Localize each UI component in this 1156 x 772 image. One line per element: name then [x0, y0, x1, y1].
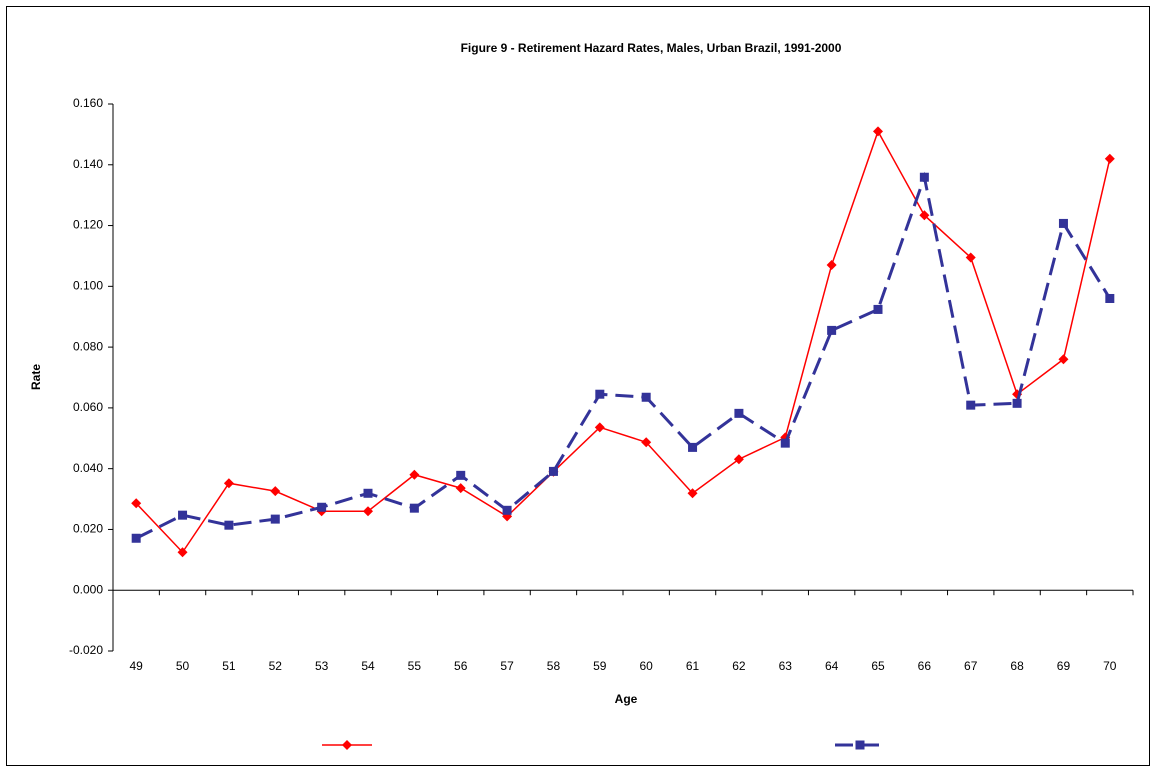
x-tick-label: 64 [825, 659, 839, 673]
y-tick-label: 0.020 [73, 522, 103, 536]
x-tick-label: 65 [871, 659, 885, 673]
data-point [317, 502, 327, 512]
x-tick-label: 54 [361, 659, 375, 673]
data-point [734, 408, 744, 418]
data-point [363, 506, 373, 517]
data-point [455, 483, 466, 494]
data-point [177, 547, 188, 558]
x-tick-label: 49 [130, 659, 144, 673]
data-point [1104, 153, 1115, 164]
data-point [1012, 398, 1022, 408]
data-point [688, 442, 698, 452]
x-tick-label: 57 [500, 659, 514, 673]
data-point [224, 520, 234, 530]
y-tick-label: 0.140 [73, 157, 103, 171]
y-tick-label: 0.160 [73, 96, 103, 110]
data-point [363, 488, 373, 498]
data-point [1105, 293, 1115, 303]
x-tick-label: 55 [408, 659, 422, 673]
data-point [733, 454, 744, 465]
x-tick-label: 61 [686, 659, 700, 673]
x-tick-label: 66 [918, 659, 932, 673]
y-tick-label: 0.100 [73, 279, 103, 293]
y-tick-label: 0.000 [73, 582, 103, 596]
data-point [873, 126, 883, 137]
data-point [873, 304, 883, 314]
x-tick-label: 56 [454, 659, 468, 673]
data-point [826, 260, 837, 271]
x-tick-label: 63 [779, 659, 793, 673]
data-point [178, 510, 188, 520]
legend-marker [855, 740, 865, 750]
chart-border [6, 6, 1150, 766]
data-point [270, 486, 281, 497]
data-point [131, 533, 141, 543]
x-axis-label: Age [615, 692, 638, 706]
data-point [131, 498, 142, 509]
data-point [827, 325, 837, 335]
data-point [641, 392, 651, 402]
data-point [594, 422, 605, 433]
y-tick-label: 0.040 [73, 461, 103, 475]
series-line [135, 129, 1111, 554]
data-point [919, 172, 929, 182]
x-tick-label: 51 [222, 659, 236, 673]
data-point [502, 505, 512, 515]
data-point [1058, 354, 1069, 365]
data-point [409, 469, 420, 480]
x-tick-label: 68 [1010, 659, 1024, 673]
data-point [780, 438, 790, 448]
data-point [595, 389, 605, 399]
series-line [135, 171, 1112, 540]
x-tick-label: 59 [593, 659, 607, 673]
data-point [409, 503, 419, 513]
data-point [223, 478, 234, 489]
x-tick-label: 67 [964, 659, 978, 673]
y-tick-label: 0.080 [73, 339, 103, 353]
data-point [641, 437, 652, 448]
data-point [548, 466, 558, 476]
chart-title: Figure 9 - Retirement Hazard Rates, Male… [461, 41, 842, 55]
data-point [687, 488, 698, 499]
y-tick-label: -0.020 [69, 643, 103, 657]
x-tick-label: 53 [315, 659, 329, 673]
x-tick-label: 50 [176, 659, 190, 673]
data-point [270, 514, 280, 524]
y-tick-label: 0.120 [73, 218, 103, 232]
data-point [965, 252, 976, 263]
x-tick-label: 58 [547, 659, 561, 673]
legend-marker [342, 740, 352, 750]
y-axis-label: Rate [29, 364, 43, 390]
y-tick-label: 0.060 [73, 400, 103, 414]
x-tick-label: 69 [1057, 659, 1071, 673]
x-tick-label: 62 [732, 659, 746, 673]
data-point [1058, 218, 1068, 228]
data-point [966, 400, 976, 410]
x-tick-label: 60 [640, 659, 654, 673]
x-tick-label: 70 [1103, 659, 1117, 673]
data-point [919, 210, 930, 221]
x-tick-label: 52 [269, 659, 283, 673]
data-point [456, 470, 466, 480]
